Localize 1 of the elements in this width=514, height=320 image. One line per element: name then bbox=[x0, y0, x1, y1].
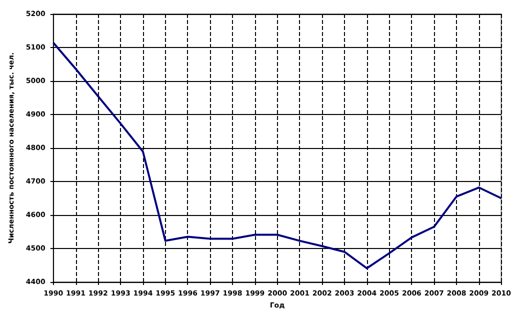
line-series bbox=[52, 42, 502, 270]
